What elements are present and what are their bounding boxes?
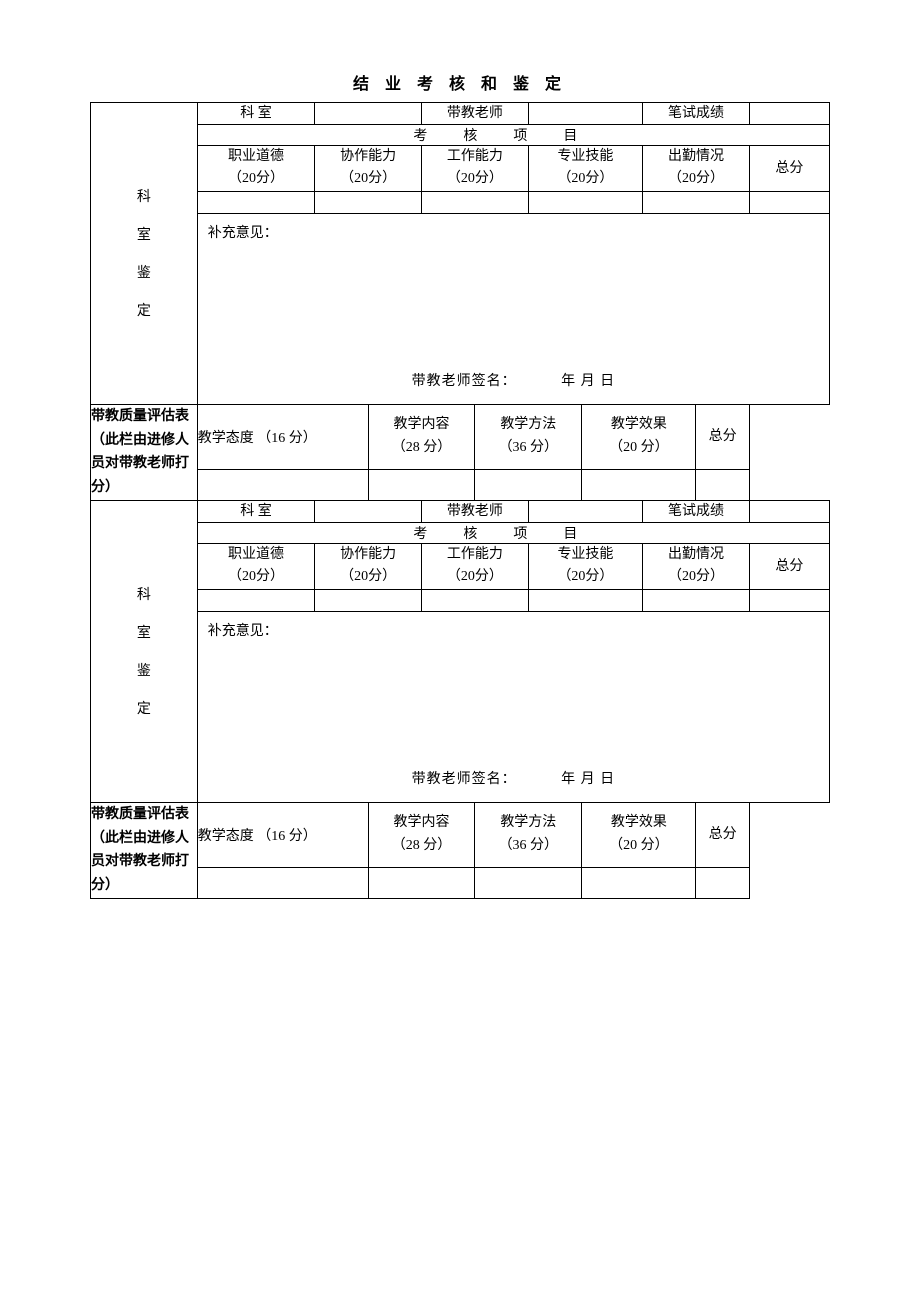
supplementary-cell-2: 补充意见： 带教老师签名： 年 月 日: [197, 611, 829, 802]
teach-method-header: 教学方法（36 分）: [475, 404, 582, 469]
teacher-value-2: [528, 500, 642, 522]
teach-content-header: 教学内容（28 分）: [368, 404, 475, 469]
teacher-value: [528, 103, 642, 125]
teach-attitude-value: [197, 469, 368, 500]
teach-effect-value-2: [582, 867, 696, 898]
teach-content-value-2: [368, 867, 475, 898]
score-ethics: [197, 191, 314, 213]
score-total: [749, 191, 829, 213]
signature-line: 带教老师签名： 年 月 日: [198, 370, 829, 390]
score-ethics-2: [197, 589, 314, 611]
page-title: 结 业 考 核 和 鉴 定: [90, 70, 830, 94]
col-total-2: 总分: [749, 543, 829, 589]
assessment-block-1: 科 室 鉴 定 科 室 带教老师 笔试成绩 考核项目 职业道德（20分） 协作能…: [90, 102, 830, 501]
teach-total-value: [696, 469, 749, 500]
teaching-eval-label: 带教质量评估表（此栏由进修人员对带教老师打分）: [91, 404, 198, 500]
written-score-label-2: 笔试成绩: [643, 500, 750, 522]
assess-section-header-2: 考核项目: [197, 522, 829, 543]
col-ethics: 职业道德（20分）: [197, 146, 314, 192]
teach-method-header-2: 教学方法（36 分）: [475, 802, 582, 867]
teach-total-value-2: [696, 867, 749, 898]
score-skill-2: [528, 589, 642, 611]
dept-value-2: [315, 500, 422, 522]
score-work-2: [422, 589, 529, 611]
teach-content-value: [368, 469, 475, 500]
col-ethics-2: 职业道德（20分）: [197, 543, 314, 589]
teach-attitude-header: 教学态度 （16 分）: [197, 404, 368, 469]
supplementary-label-2: 补充意见：: [208, 624, 278, 639]
dept-appraisal-label-2: 科 室 鉴 定: [91, 500, 198, 802]
dept-value: [315, 103, 422, 125]
assessment-block-2: 科 室 鉴 定 科 室 带教老师 笔试成绩 考核项目 职业道德（20分） 协作能…: [90, 500, 830, 899]
col-skill-2: 专业技能（20分）: [528, 543, 642, 589]
col-work: 工作能力（20分）: [422, 146, 529, 192]
col-attend: 出勤情况（20分）: [643, 146, 750, 192]
written-score-value-2: [749, 500, 829, 522]
teach-attitude-value-2: [197, 867, 368, 898]
teach-total-header-2: 总分: [696, 802, 749, 867]
teach-content-header-2: 教学内容（28 分）: [368, 802, 475, 867]
score-coop-2: [315, 589, 422, 611]
teach-method-value: [475, 469, 582, 500]
dept-label-2: 科 室: [197, 500, 314, 522]
dept-appraisal-label: 科 室 鉴 定: [91, 103, 198, 405]
col-coop: 协作能力（20分）: [315, 146, 422, 192]
score-total-2: [749, 589, 829, 611]
teach-method-value-2: [475, 867, 582, 898]
score-attend: [643, 191, 750, 213]
score-coop: [315, 191, 422, 213]
written-score-value: [749, 103, 829, 125]
teach-effect-header: 教学效果（20 分）: [582, 404, 696, 469]
teaching-eval-label-2: 带教质量评估表（此栏由进修人员对带教老师打分）: [91, 802, 198, 898]
col-skill: 专业技能（20分）: [528, 146, 642, 192]
teach-total-header: 总分: [696, 404, 749, 469]
teach-effect-value: [582, 469, 696, 500]
col-attend-2: 出勤情况（20分）: [643, 543, 750, 589]
teacher-label: 带教老师: [422, 103, 529, 125]
score-work: [422, 191, 529, 213]
score-skill: [528, 191, 642, 213]
supplementary-cell: 补充意见： 带教老师签名： 年 月 日: [197, 213, 829, 404]
signature-line-2: 带教老师签名： 年 月 日: [198, 768, 829, 788]
supplementary-label: 补充意见：: [208, 226, 278, 241]
col-total: 总分: [749, 146, 829, 192]
col-work-2: 工作能力（20分）: [422, 543, 529, 589]
assess-section-header: 考核项目: [197, 125, 829, 146]
teach-attitude-header-2: 教学态度 （16 分）: [197, 802, 368, 867]
score-attend-2: [643, 589, 750, 611]
teacher-label-2: 带教老师: [422, 500, 529, 522]
teach-effect-header-2: 教学效果（20 分）: [582, 802, 696, 867]
dept-label: 科 室: [197, 103, 314, 125]
written-score-label: 笔试成绩: [643, 103, 750, 125]
col-coop-2: 协作能力（20分）: [315, 543, 422, 589]
